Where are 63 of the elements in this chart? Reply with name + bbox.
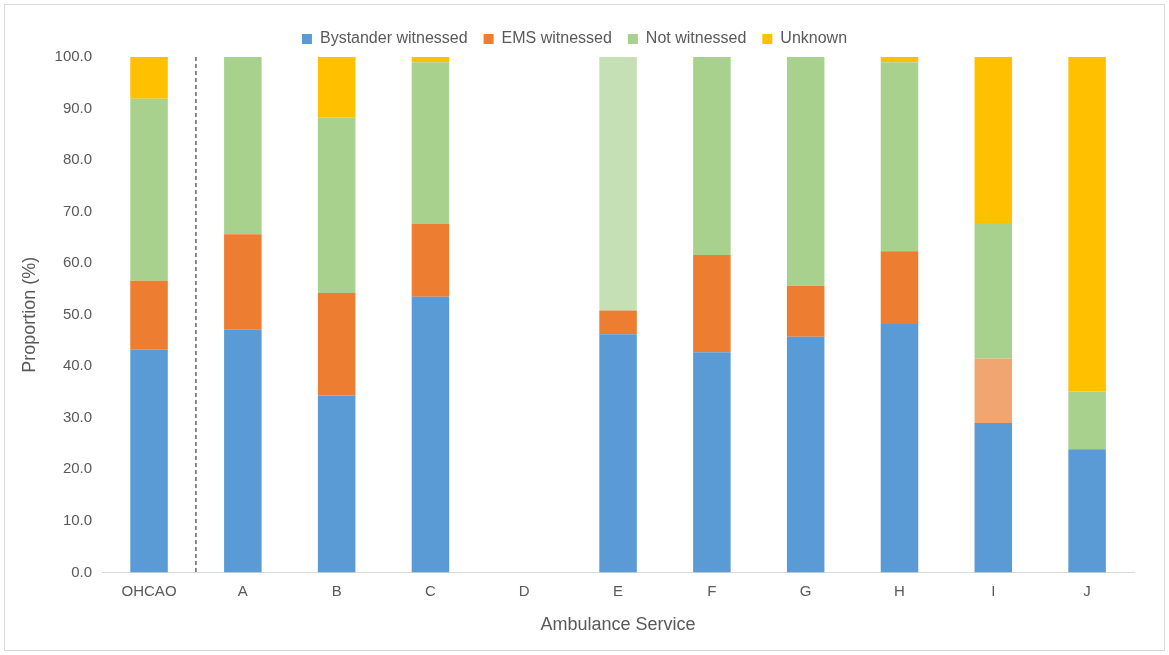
x-tick-label: B xyxy=(331,581,342,599)
bar xyxy=(786,336,825,573)
bar xyxy=(411,57,450,63)
bar xyxy=(974,422,1013,573)
bar xyxy=(130,349,168,573)
bar xyxy=(411,223,450,297)
y-tick-label: 20.0 xyxy=(62,459,93,477)
x-tick-label: J xyxy=(1083,581,1091,599)
y-tick-label: 70.0 xyxy=(62,201,93,219)
y-tick-label: 0.0 xyxy=(71,562,93,580)
y-tick-label: 90.0 xyxy=(62,98,93,116)
bar xyxy=(599,310,637,335)
x-tick-label: E xyxy=(613,581,624,599)
bar xyxy=(411,62,450,224)
bar xyxy=(1068,57,1106,392)
bar xyxy=(786,285,825,337)
y-axis-title: Proportion (%) xyxy=(18,256,39,373)
y-tick-label: 60.0 xyxy=(62,253,93,271)
x-tick-label: F xyxy=(707,581,717,599)
legend-label: Bystander witnessed xyxy=(319,29,468,47)
bar xyxy=(974,358,1013,423)
y-tick-label: 40.0 xyxy=(62,356,93,374)
bar xyxy=(880,57,919,63)
bar xyxy=(880,323,919,573)
bar xyxy=(880,62,919,252)
legend-label: Not witnessed xyxy=(645,29,747,47)
bar xyxy=(1068,391,1106,450)
x-axis-title: Ambulance Service xyxy=(540,614,696,635)
x-tick-label: I xyxy=(991,581,996,599)
bar xyxy=(224,57,262,235)
bar xyxy=(224,234,262,330)
x-tick-label: G xyxy=(799,581,812,599)
bar xyxy=(130,280,168,350)
legend-label: EMS witnessed xyxy=(501,29,612,47)
bar xyxy=(317,117,356,294)
bar xyxy=(974,57,1013,223)
bar xyxy=(974,222,1013,359)
x-tick-label: OHCAO xyxy=(121,581,177,599)
y-tick-label: 30.0 xyxy=(62,407,93,425)
bar xyxy=(786,57,825,286)
bar xyxy=(317,293,356,396)
bar xyxy=(130,57,168,99)
bar xyxy=(599,334,637,573)
bar xyxy=(317,395,356,573)
x-tick-label: C xyxy=(425,581,437,599)
bar xyxy=(880,251,919,324)
bar xyxy=(693,352,731,573)
x-tick-label: A xyxy=(237,581,248,599)
bar xyxy=(1068,449,1106,573)
legend-label: Unknown xyxy=(780,29,848,47)
bar xyxy=(130,98,168,281)
bar xyxy=(317,57,356,118)
bar xyxy=(693,254,731,353)
y-tick-label: 10.0 xyxy=(62,511,93,528)
bar xyxy=(693,58,731,255)
bar xyxy=(411,296,450,573)
bar xyxy=(224,329,262,573)
y-tick-label: 80.0 xyxy=(62,150,93,168)
y-tick-label: 50.0 xyxy=(62,304,93,322)
x-tick-label: D xyxy=(518,581,530,599)
x-tick-label: H xyxy=(894,581,905,599)
y-tick-label: 100.0 xyxy=(54,47,93,65)
bar xyxy=(599,57,637,311)
